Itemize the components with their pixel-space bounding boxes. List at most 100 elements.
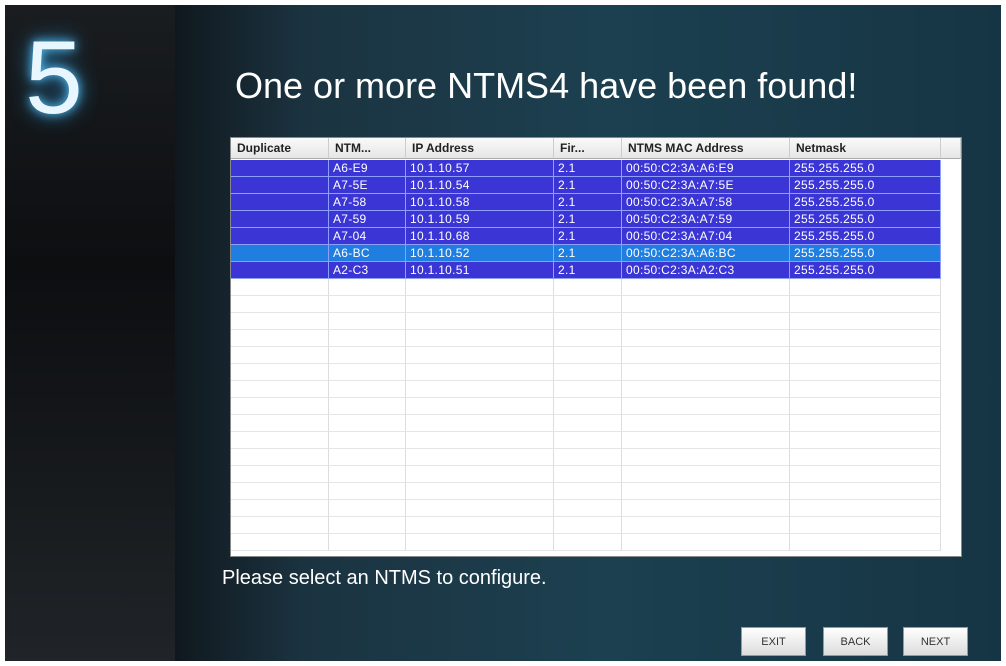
empty-cell <box>554 500 622 517</box>
empty-cell <box>406 279 554 296</box>
table-cell: 2.1 <box>554 228 622 245</box>
table-cell: 255.255.255.0 <box>790 228 941 245</box>
empty-row <box>231 466 941 483</box>
empty-cell <box>790 483 941 500</box>
table-cell: 10.1.10.57 <box>406 160 554 177</box>
button[interactable]: BACK <box>823 627 888 656</box>
empty-cell <box>231 483 329 500</box>
empty-cell <box>406 381 554 398</box>
table-cell: 00:50:C2:3A:A7:59 <box>622 211 790 228</box>
table-cell: 10.1.10.59 <box>406 211 554 228</box>
empty-cell <box>329 381 406 398</box>
empty-cell <box>554 398 622 415</box>
empty-cell <box>329 534 406 551</box>
table-cell: A2-C3 <box>329 262 406 279</box>
empty-cell <box>231 432 329 449</box>
empty-cell <box>622 449 790 466</box>
table-cell: A7-59 <box>329 211 406 228</box>
button[interactable]: EXIT <box>741 627 806 656</box>
empty-cell <box>329 364 406 381</box>
empty-cell <box>790 279 941 296</box>
empty-cell <box>622 398 790 415</box>
empty-cell <box>231 449 329 466</box>
table-cell: 255.255.255.0 <box>790 211 941 228</box>
empty-cell <box>554 534 622 551</box>
empty-row <box>231 381 941 398</box>
empty-cell <box>406 347 554 364</box>
empty-cell <box>554 483 622 500</box>
empty-cell <box>790 296 941 313</box>
table-cell: 00:50:C2:3A:A2:C3 <box>622 262 790 279</box>
empty-cell <box>406 330 554 347</box>
empty-cell <box>554 364 622 381</box>
empty-cell <box>329 347 406 364</box>
empty-row <box>231 415 941 432</box>
column-header[interactable]: NTMS MAC Address <box>622 138 790 159</box>
column-header[interactable]: IP Address <box>406 138 554 159</box>
table-cell: 255.255.255.0 <box>790 160 941 177</box>
empty-cell <box>622 483 790 500</box>
empty-cell <box>554 449 622 466</box>
empty-cell <box>329 432 406 449</box>
empty-cell <box>790 449 941 466</box>
empty-cell <box>329 313 406 330</box>
step-number: 5 <box>25 19 83 138</box>
empty-cell <box>790 517 941 534</box>
table-cell: A7-5E <box>329 177 406 194</box>
table-cell <box>231 160 329 177</box>
empty-row <box>231 347 941 364</box>
empty-cell <box>231 398 329 415</box>
empty-cell <box>231 381 329 398</box>
table-cell: 255.255.255.0 <box>790 245 941 262</box>
table-cell: A7-04 <box>329 228 406 245</box>
table-cell: 00:50:C2:3A:A7:04 <box>622 228 790 245</box>
table-cell: 10.1.10.54 <box>406 177 554 194</box>
empty-cell <box>406 500 554 517</box>
empty-cell <box>329 449 406 466</box>
empty-cell <box>790 534 941 551</box>
table-cell: 255.255.255.0 <box>790 194 941 211</box>
empty-row <box>231 534 941 551</box>
table-cell: 2.1 <box>554 211 622 228</box>
table-cell: 00:50:C2:3A:A7:58 <box>622 194 790 211</box>
empty-cell <box>622 381 790 398</box>
empty-cell <box>622 432 790 449</box>
empty-cell <box>554 313 622 330</box>
empty-cell <box>406 313 554 330</box>
empty-cell <box>622 347 790 364</box>
table-cell: A6-BC <box>329 245 406 262</box>
empty-cell <box>790 415 941 432</box>
empty-cell <box>554 432 622 449</box>
column-header[interactable]: NTM... <box>329 138 406 159</box>
empty-cell <box>790 381 941 398</box>
column-header[interactable]: Fir... <box>554 138 622 159</box>
empty-cell <box>554 330 622 347</box>
table-cell: 2.1 <box>554 194 622 211</box>
empty-cell <box>622 415 790 432</box>
empty-cell <box>406 534 554 551</box>
empty-cell <box>231 364 329 381</box>
column-header[interactable]: Duplicate <box>231 138 329 159</box>
table-cell: 255.255.255.0 <box>790 262 941 279</box>
table-cell: 10.1.10.52 <box>406 245 554 262</box>
empty-cell <box>622 296 790 313</box>
empty-cell <box>329 279 406 296</box>
empty-cell <box>622 466 790 483</box>
empty-cell <box>622 500 790 517</box>
table-cell: 10.1.10.51 <box>406 262 554 279</box>
column-header[interactable]: Netmask <box>790 138 941 159</box>
empty-cell <box>790 466 941 483</box>
empty-cell <box>554 466 622 483</box>
empty-row <box>231 398 941 415</box>
header-filler <box>941 138 961 159</box>
empty-cell <box>329 296 406 313</box>
button[interactable]: NEXT <box>903 627 968 656</box>
